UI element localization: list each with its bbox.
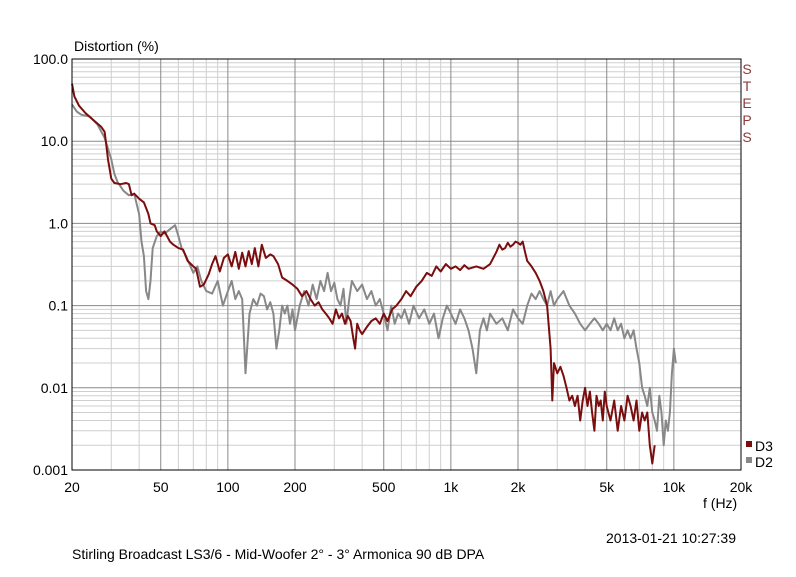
y-tick-label: 0.1: [49, 298, 69, 314]
series-layer: [71, 83, 677, 465]
grid-major: [71, 59, 742, 471]
brand-letter: P: [742, 112, 751, 128]
legend-label: D2: [755, 454, 773, 470]
x-tick-label: 500: [372, 479, 396, 495]
y-tick-labels: 0.001 0.01 0.1 1.0 10.0 100.0: [33, 51, 68, 478]
x-tick-label: 200: [283, 479, 307, 495]
brand-letter: S: [742, 129, 751, 145]
legend-swatch: [746, 457, 752, 463]
x-tick-label: 1k: [443, 479, 459, 495]
y-tick-label: 1.0: [49, 215, 69, 231]
y-tick-label: 0.01: [41, 380, 68, 396]
x-tick-label: 20k: [730, 479, 754, 495]
y-axis-label: Distortion (%): [74, 38, 159, 54]
brand-letter: S: [742, 61, 751, 77]
plot-frame: [71, 58, 742, 471]
x-tick-labels: 20 50 100 200 500 1k 2k 5k 10k 20k: [64, 479, 753, 495]
y-tick-label: 10.0: [41, 133, 68, 149]
brand-letter: E: [742, 95, 751, 111]
x-axis-label: f (Hz): [703, 495, 737, 511]
x-tick-label: 20: [64, 479, 80, 495]
legend-swatch: [746, 441, 752, 447]
brand-letter: T: [743, 78, 752, 94]
legend-label: D3: [755, 438, 773, 454]
grid-minor: [72, 59, 741, 470]
x-tick-label: 5k: [599, 479, 615, 495]
footer-caption: Stirling Broadcast LS3/6 - Mid-Woofer 2°…: [72, 546, 485, 562]
y-tick-label: 100.0: [33, 51, 68, 67]
footer-timestamp: 2013-01-21 10:27:39: [606, 530, 736, 546]
y-tick-label: 0.001: [33, 462, 68, 478]
x-tick-label: 100: [216, 479, 240, 495]
x-tick-label: 50: [153, 479, 169, 495]
x-tick-label: 10k: [663, 479, 687, 495]
series-line-d3: [71, 83, 656, 465]
x-tick-label: 2k: [511, 479, 527, 495]
